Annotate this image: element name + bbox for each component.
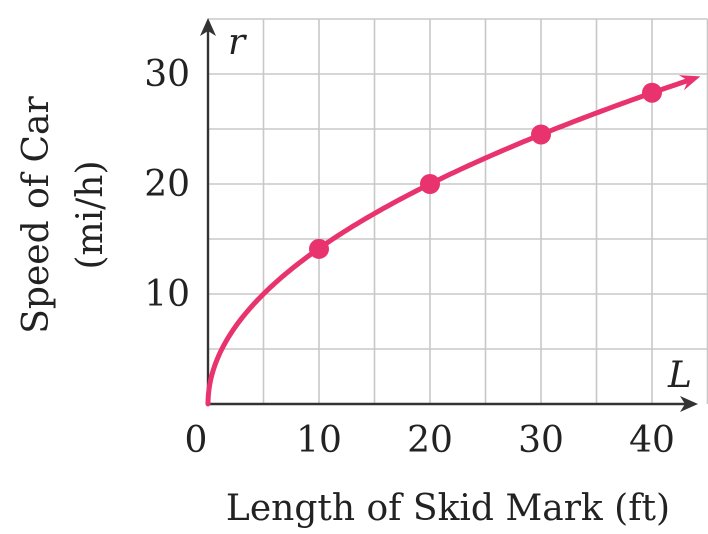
data-point (309, 238, 329, 259)
curve-arrowhead (678, 75, 701, 91)
x-tick-label: 30 (518, 420, 564, 461)
x-tick-label: 20 (407, 420, 453, 461)
x-axis-arrow (680, 396, 698, 412)
data-point (531, 124, 551, 145)
x-axis-label: Length of Skid Mark (ft) (226, 488, 670, 529)
data-point (420, 174, 440, 194)
axes (200, 18, 698, 412)
x-tick-label: 40 (629, 420, 675, 461)
y-axis-label-group: Speed of Car (mi/h) (16, 95, 111, 333)
x-tick-label: 10 (296, 420, 342, 461)
data-point (642, 82, 662, 103)
y-axis-arrow (200, 18, 216, 36)
x-tick-label: 0 (185, 420, 208, 461)
y-tick-label: 30 (144, 54, 190, 95)
y-variable-label: r (228, 22, 247, 63)
tick-labels: 0 10 20 30 40 10 20 30 (144, 54, 675, 461)
y-axis-label-line2: (mi/h) (70, 160, 111, 269)
y-tick-label: 10 (144, 274, 190, 315)
y-tick-label: 20 (144, 164, 190, 205)
points-layer (309, 82, 662, 259)
y-axis-label-line1: Speed of Car (16, 95, 57, 333)
x-variable-label: L (667, 355, 692, 396)
grid (208, 18, 708, 404)
